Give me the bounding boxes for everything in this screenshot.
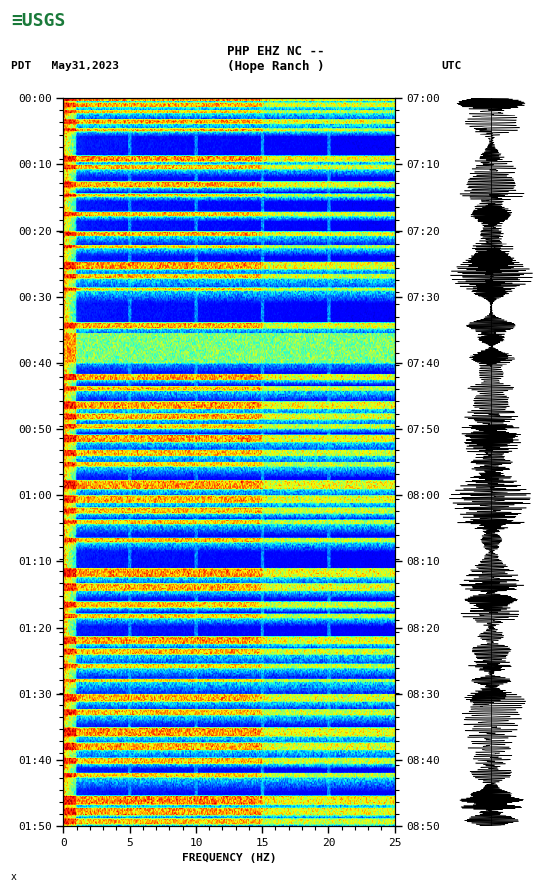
Text: PHP EHZ NC --: PHP EHZ NC -- bbox=[227, 46, 325, 58]
Text: (Hope Ranch ): (Hope Ranch ) bbox=[227, 60, 325, 72]
Text: x: x bbox=[11, 872, 17, 882]
Text: PDT   May31,2023: PDT May31,2023 bbox=[11, 61, 119, 71]
X-axis label: FREQUENCY (HZ): FREQUENCY (HZ) bbox=[182, 854, 277, 864]
Text: ≡USGS: ≡USGS bbox=[11, 12, 66, 29]
Text: UTC: UTC bbox=[442, 61, 462, 71]
